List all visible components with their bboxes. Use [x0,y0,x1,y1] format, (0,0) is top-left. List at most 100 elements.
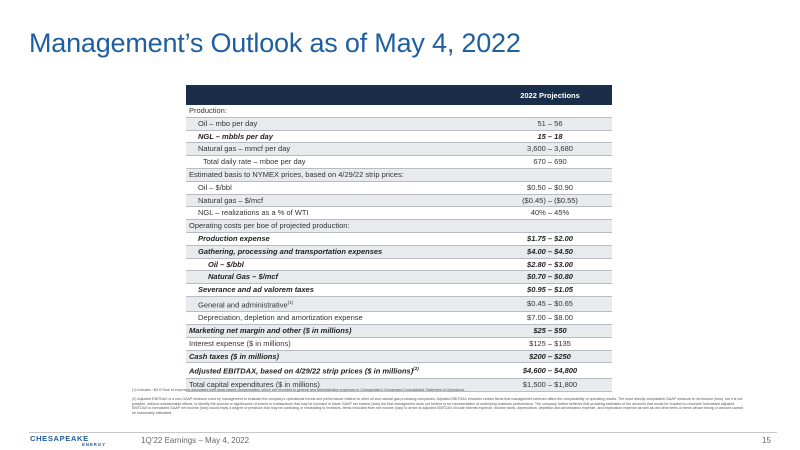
row-value: $4,600 – $4,800 [488,362,612,379]
row-label-text: Oil – mbo per day [198,118,258,128]
row-label: Depreciation, depletion and amortization… [186,311,488,326]
footnotes: (1) Includes ~$0.07/boe of expenses asso… [132,388,744,420]
table-row: Cash taxes ($ in millions) $200 – $250 [186,350,612,364]
row-label-text: NGL – mbbls per day [198,131,273,141]
row-label-text: Oil – $/bbl [208,259,244,269]
row-label: Operating costs per boe of projected pro… [186,219,488,233]
table-row: Total daily rate – mboe per day 670 – 690 [186,155,612,169]
table-row: Oil – $/bbl $2.80 – $3.00 [186,258,612,272]
footer-text: 1Q’22 Earnings – May 4, 2022 [141,436,250,445]
row-value: $25 – $50 [488,324,612,338]
row-value: ($0.45) – ($0.55) [488,194,612,208]
footnote-ref: (1) [287,299,294,305]
table-row: Interest expense ($ in millions) $125 – $… [186,337,612,351]
row-label: Marketing net margin and other ($ in mil… [186,324,488,338]
page-number: 15 [762,436,771,445]
row-label-text: Depreciation, depletion and amortization… [198,313,363,323]
row-label-text: Gathering, processing and transportation… [198,246,383,256]
row-value: 51 – 56 [488,117,612,131]
row-value [488,219,612,233]
table-row: Operating costs per boe of projected pro… [186,219,612,233]
row-value: 670 – 690 [488,155,612,169]
table-header-row: 2022 Projections [186,85,612,105]
table-row: Oil – mbo per day 51 – 56 [186,117,612,131]
row-value: $7.00 – $8.00 [488,311,612,326]
row-label: Natural gas – mmcf per day [186,142,488,157]
table-row: Adjusted EBITDAX, based on 4/29/22 strip… [186,362,612,379]
table-row: NGL – mbbls per day 15 – 18 [186,130,612,144]
table-row: Total capital expenditures ($ in million… [186,378,612,392]
table-row: NGL – realizations as a % of WTI 40% – 45… [186,206,612,221]
row-label: Estimated basis to NYMEX prices, based o… [186,168,488,182]
row-label-text: Natural gas – $/mcf [198,195,264,205]
logo-name: CHESAPEAKE [30,434,89,443]
row-label: Oil – mbo per day [186,117,488,131]
table-row: Oil – $/bbl $0.50 – $0.90 [186,181,612,195]
table-header-blank [186,85,488,105]
row-value: $4.00 – $4.50 [488,245,612,259]
footnote-ref: (2) [413,366,419,372]
row-value: 3,600 – 3,680 [488,142,612,157]
row-label-text: Production expense [198,233,270,243]
table-row: General and administrative(1) $0.45 – $0.… [186,296,612,313]
table-row: Natural Gas – $/mcf $0.70 – $0.80 [186,270,612,285]
footnote-1: (1) Includes ~$0.07/boe of expenses asso… [132,388,466,392]
row-label-text: Total daily rate – mboe per day [203,157,306,167]
row-label: Total capital expenditures ($ in million… [186,378,488,392]
row-value: $2.80 – $3.00 [488,258,612,272]
row-label: Cash taxes ($ in millions) [186,350,488,364]
row-value [488,168,612,182]
row-label: Natural gas – $/mcf [186,194,488,208]
row-value: $1.75 – $2.00 [488,232,612,246]
row-value: $1,500 – $1,800 [488,378,612,392]
row-label-text: Natural Gas – $/mcf [208,272,279,282]
table-body: Production: Oil – mbo per day 51 – 56 NGL –… [186,105,612,392]
table-row: Natural gas – mmcf per day 3,600 – 3,680 [186,142,612,157]
row-label: Oil – $/bbl [186,258,488,272]
table-row: Estimated basis to NYMEX prices, based o… [186,168,612,182]
row-label: Severance and ad valorem taxes [186,283,488,297]
table-row: Production: [186,105,612,118]
table-row: Gathering, processing and transportation… [186,245,612,259]
row-label-text: NGL – realizations as a % of WTI [198,208,309,218]
table-row: Natural gas – $/mcf ($0.45) – ($0.55) [186,194,612,208]
row-label-text: Adjusted EBITDAX, based on 4/29/22 strip… [189,366,414,376]
row-value: $200 – $250 [488,350,612,364]
row-value: $0.70 – $0.80 [488,270,612,285]
row-label: NGL – mbbls per day [186,130,488,144]
row-label-text: Marketing net margin and other ($ in mil… [189,326,352,336]
row-label: NGL – realizations as a % of WTI [186,206,488,221]
row-label-text: Interest expense ($ in millions) [189,338,291,348]
row-label: Interest expense ($ in millions) [186,337,488,351]
row-value: 40% – 45% [488,206,612,221]
row-label: Adjusted EBITDAX, based on 4/29/22 strip… [186,362,488,379]
row-label-text: Severance and ad valorem taxes [198,285,314,295]
row-label: Natural Gas – $/mcf [186,270,488,285]
table-row: Marketing net margin and other ($ in mil… [186,324,612,338]
row-value: 15 – 18 [488,130,612,144]
row-label-text: Production: [189,106,227,115]
row-label-text: Total capital expenditures ($ in million… [189,379,320,389]
row-label-text: General and administrative [198,300,288,310]
row-value: $0.45 – $0.65 [488,296,612,313]
projections-table: 2022 Projections Production: Oil – mbo pe… [186,85,612,392]
row-label-text: Estimated basis to NYMEX prices, based o… [189,169,404,179]
footer-divider [29,432,777,433]
row-value [488,105,612,118]
logo-sub: ENERGY [82,442,106,447]
footnote-2: (2) Adjusted EBITDAX is a non-GAAP measu… [132,396,743,416]
row-label-text: Natural gas – mmcf per day [198,144,291,154]
row-label-text: Cash taxes ($ in millions) [189,351,280,361]
row-value: $125 – $135 [488,337,612,351]
row-label: Oil – $/bbl [186,181,488,195]
table-row: Severance and ad valorem taxes $0.95 – $1… [186,283,612,297]
table-header-projections: 2022 Projections [488,85,612,105]
row-label: Gathering, processing and transportation… [186,245,488,259]
row-value: $0.95 – $1.05 [488,283,612,297]
row-label-text: Operating costs per boe of projected pro… [189,221,350,231]
company-logo: CHESAPEAKE ENERGY [30,434,116,448]
row-label: Production: [186,105,488,118]
row-label: Total daily rate – mboe per day [186,155,488,169]
row-label-text: Oil – $/bbl [198,182,232,192]
table-row: Depreciation, depletion and amortization… [186,311,612,326]
